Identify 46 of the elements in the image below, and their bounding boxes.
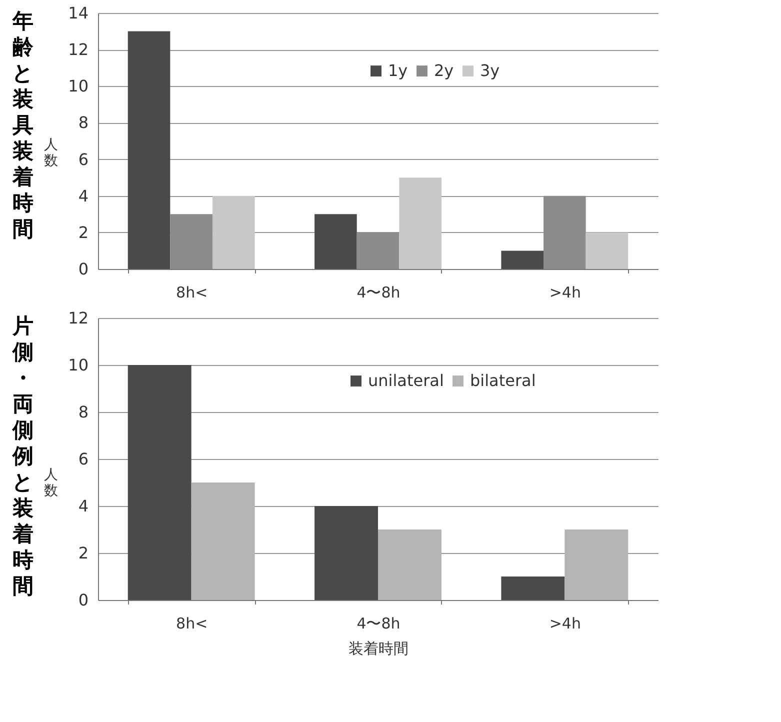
x-tick-label: 8h< [176, 614, 208, 632]
chart-title: 年齢と装具装着時間 [12, 9, 34, 241]
y-tick-label: 4 [78, 186, 88, 206]
bar [501, 250, 544, 269]
y-axis-title: 人数 [43, 467, 59, 499]
y-tick-label: 10 [68, 356, 88, 374]
bar [378, 530, 442, 600]
bar [501, 576, 565, 600]
legend-label: 2y [434, 61, 454, 80]
y-tick-label: 12 [68, 308, 88, 328]
bar [356, 232, 400, 269]
bar [586, 232, 628, 269]
legend-label: unilateral [368, 371, 444, 390]
x-tick-label: 8h< [176, 284, 208, 302]
y-tick-label: 6 [78, 450, 88, 468]
x-tick-label: >4h [549, 614, 581, 632]
legend-label: 1y [388, 61, 408, 80]
bar [191, 482, 255, 600]
bar [170, 214, 212, 269]
y-tick-label: 14 [68, 4, 88, 22]
bar [314, 214, 357, 269]
bar [564, 530, 628, 600]
bar [314, 506, 378, 600]
y-tick-label: 12 [68, 40, 88, 60]
bar [399, 178, 442, 269]
bar [544, 196, 586, 269]
legend-label: 3y [480, 61, 500, 80]
y-tick-label: 0 [78, 260, 88, 278]
y-tick-label: 8 [78, 113, 88, 132]
bar [128, 31, 170, 269]
x-tick-label: 4〜8h [356, 284, 400, 302]
y-tick-label: 10 [68, 76, 88, 96]
y-tick-label: 2 [78, 222, 88, 242]
y-tick-label: 6 [78, 150, 88, 169]
x-tick-label: 4〜8h [356, 614, 400, 632]
x-tick-label: >4h [549, 284, 581, 302]
bar [128, 365, 192, 600]
y-tick-label: 0 [78, 590, 88, 610]
legend-label: bilateral [470, 371, 536, 390]
y-tick-label: 8 [78, 402, 88, 422]
y-tick-label: 2 [78, 544, 88, 562]
y-axis-title: 人数 [43, 136, 59, 168]
chart-title: 片側・両側例と装着時間 [12, 314, 34, 598]
x-axis-title: 装着時間 [348, 640, 408, 658]
y-tick-label: 4 [78, 496, 88, 516]
bar [212, 196, 255, 269]
